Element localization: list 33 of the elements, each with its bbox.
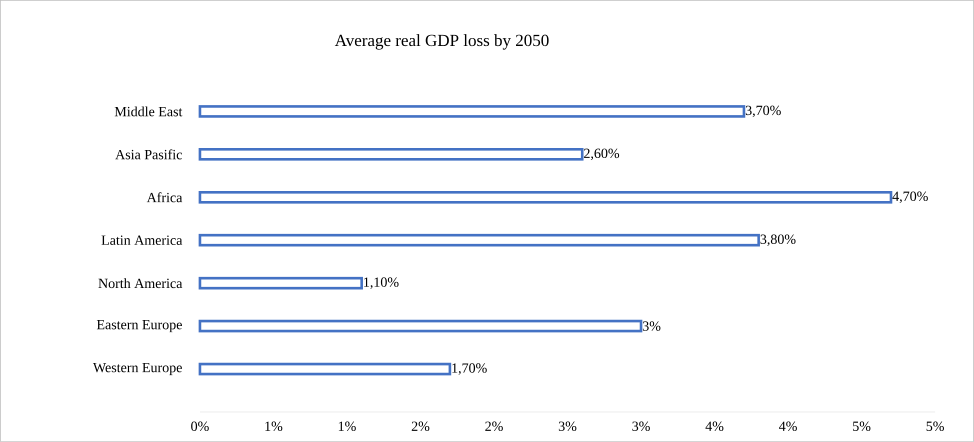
bar <box>198 191 892 204</box>
x-tick-label: 5% <box>853 422 870 432</box>
data-label: 4,70% <box>892 192 928 204</box>
bar <box>198 234 760 247</box>
x-tick-label: 0% <box>191 422 209 432</box>
y-tick-label: North America <box>98 278 182 288</box>
x-tick-label: 3% <box>632 422 650 432</box>
bar <box>198 148 584 161</box>
x-tick-label: 4% <box>705 422 724 432</box>
y-tick-label: Latin America <box>102 236 182 245</box>
bar <box>198 276 363 290</box>
x-tick-label: 5% <box>926 422 944 432</box>
chart-title: Average real GDP loss by 2050 <box>334 34 549 50</box>
y-tick-label: Asia Pasific <box>115 149 182 160</box>
data-label: 1,10% <box>364 277 399 289</box>
data-label: 3,70% <box>746 106 781 118</box>
y-tick-label: Middle East <box>114 106 182 116</box>
y-tick-label: Western Europe <box>92 363 182 376</box>
x-tick-label: 2% <box>485 422 503 432</box>
y-tick-label: Africa <box>146 192 182 202</box>
y-tick-label: Eastern Europe <box>96 320 182 332</box>
data-label: 3,80% <box>760 234 796 246</box>
x-tick-label: 3% <box>558 422 576 432</box>
data-label: 2,60% <box>584 148 620 160</box>
x-tick-label: 2% <box>412 422 430 432</box>
data-label: 1,70% <box>452 363 487 375</box>
bar <box>198 320 642 332</box>
bar <box>198 105 746 118</box>
x-tick-label: 4% <box>779 422 797 432</box>
x-tick-label: 1% <box>265 422 282 432</box>
x-tick-label: 1% <box>338 422 356 432</box>
bar <box>198 362 452 376</box>
data-label: 3% <box>642 321 660 331</box>
